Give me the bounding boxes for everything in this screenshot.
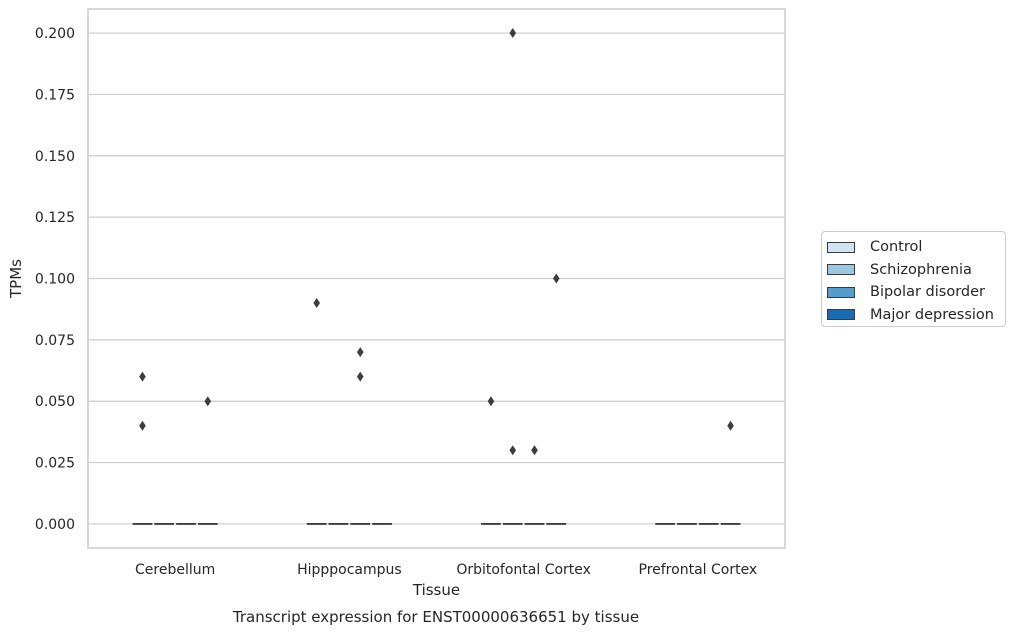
y-tick-label: 0.100 [35,272,75,288]
x-tick-labels: Cerebellum Hipppocampus Orbitofontal Corte… [135,562,757,578]
plot-marks [132,28,741,525]
outlier-point [509,28,517,39]
x-tick-label: Hipppocampus [297,562,402,578]
outlier-point [313,298,321,309]
legend-swatch [827,309,855,321]
x-axis-label: Tissue [412,581,460,599]
outlier-point [204,396,212,407]
outlier-point [727,420,734,431]
legend-label: Bipolar disorder [870,284,985,301]
x-tick-label: Orbitofontal Cortex [456,562,591,578]
outlier-point [356,347,364,358]
outlier-point [552,273,560,284]
legend-item: Schizophrenia [827,259,1005,282]
y-tick-label: 0.125 [35,210,75,226]
legend-item: Control [827,236,1005,259]
legend-label: Schizophrenia [870,261,972,278]
legend-label: Control [870,239,923,256]
x-tick-label: Prefrontal Cortex [639,562,758,578]
legend-swatch [827,264,855,276]
legend-swatch [827,241,855,253]
outlier-point [139,420,146,431]
chart-title: Transcript expression for ENST0000063665… [232,608,639,626]
legend: Control Schizophrenia Bipolar disorder Majo… [821,231,1006,327]
y-tick-labels: 0.000 0.025 0.050 0.075 0.100 0.125 0.150 0.175… [35,26,75,533]
legend-item: Major depression [827,304,1005,327]
y-tick-label: 0.075 [35,333,75,349]
legend-label: Major depression [870,306,994,323]
plot-frame [87,8,786,549]
outlier-point [139,371,146,382]
outlier-point [531,445,538,456]
legend-swatch [827,286,855,298]
y-tick-label: 0.025 [35,456,75,472]
y-tick-label: 0.000 [35,517,75,533]
outlier-point [356,371,364,382]
y-tick-label: 0.175 [35,87,75,103]
y-axis-label: TPMs [7,259,25,299]
outlier-point [509,445,517,456]
outlier-point [487,396,495,407]
y-tick-label: 0.200 [35,26,75,42]
y-tick-label: 0.150 [35,149,75,165]
y-tick-label: 0.050 [35,394,75,410]
x-tick-label: Cerebellum [135,562,215,578]
grid-lines [88,32,785,525]
legend-item: Bipolar disorder [827,281,1005,304]
